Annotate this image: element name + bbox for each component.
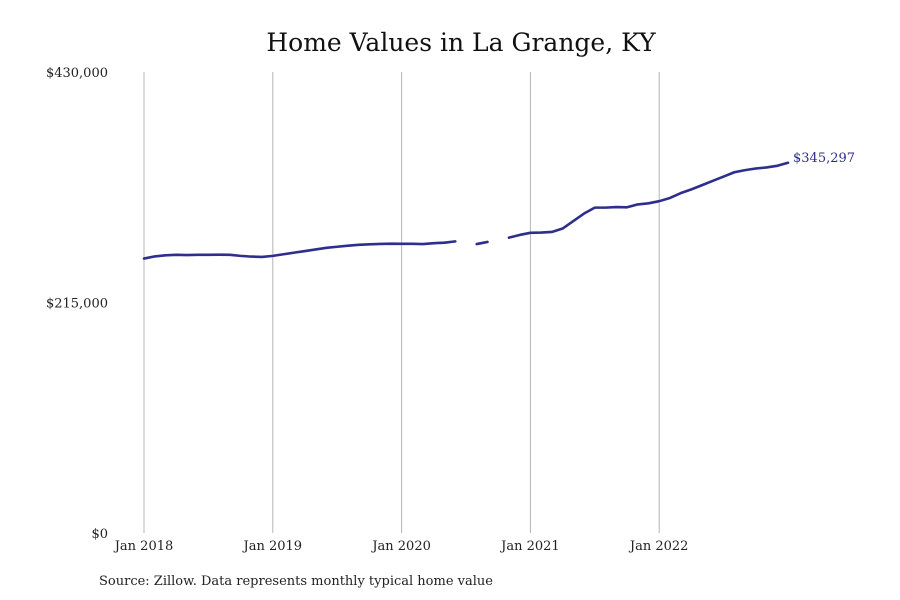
chart-title: Home Values in La Grange, KY [266,28,656,57]
x-tick-label-0: Jan 2018 [113,539,174,554]
x-tick-label-4: Jan 2022 [628,539,689,554]
series-line [142,161,790,260]
x-tick-label-1: Jan 2019 [242,539,303,554]
x-tick-label-2: Jan 2020 [370,539,431,554]
source-note: Source: Zillow. Data represents monthly … [99,574,493,589]
y-tick-label-0: $0 [91,527,108,542]
x-axis-tick-labels: Jan 2018 Jan 2019 Jan 2020 Jan 2021 Jan 2022 [113,539,689,554]
y-axis-tick-labels: $0 $215,000 $430,000 [46,66,108,542]
end-value-label: $345,297 [793,151,855,166]
y-tick-label-2: $430,000 [46,66,108,81]
series-line-segment-0-2 [507,161,790,239]
y-tick-label-1: $215,000 [46,297,108,312]
gridlines [143,72,660,533]
x-tick-label-3: Jan 2021 [499,539,560,554]
series-line-segment-0-1 [475,240,489,246]
series-line-segment-0-0 [142,240,457,260]
